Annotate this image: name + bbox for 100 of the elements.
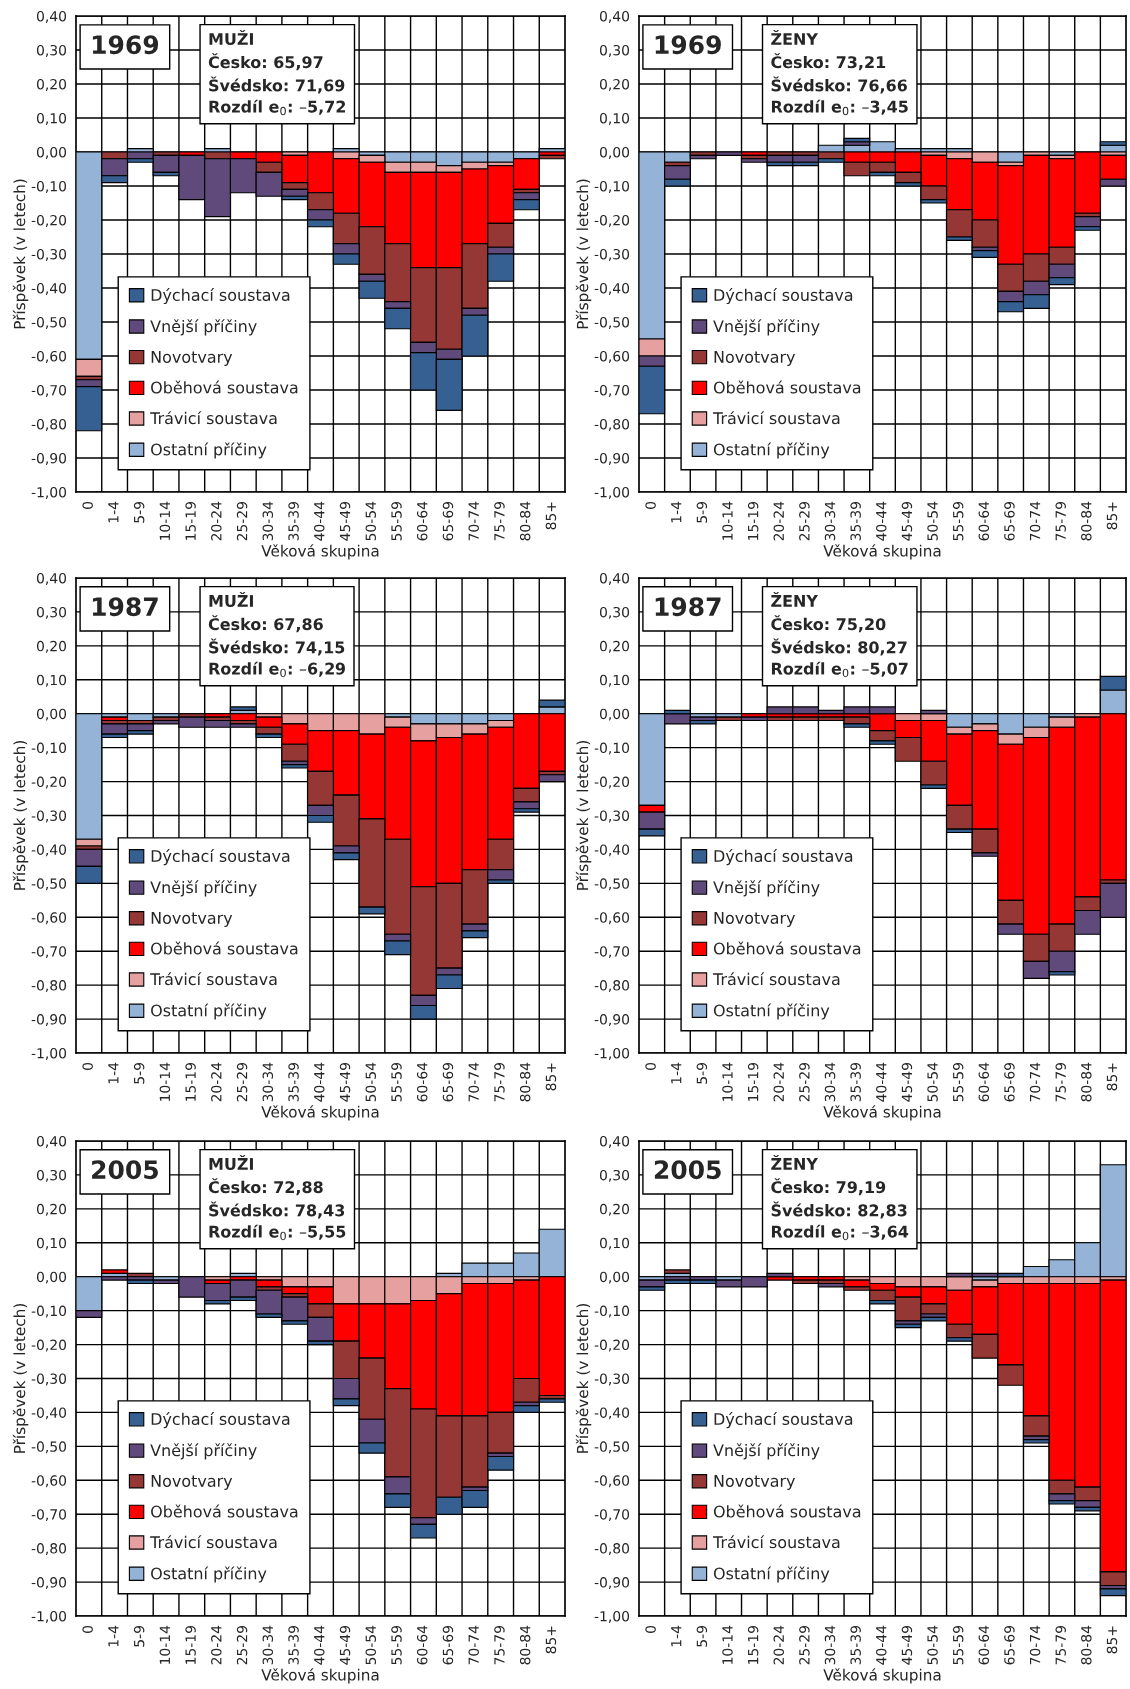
y-tick-label: -0,30	[594, 248, 630, 261]
x-tick-label: 85+	[545, 1063, 557, 1091]
x-tick-label: 60-64	[978, 1625, 990, 1665]
legend-label: Vnější příčiny	[150, 1443, 257, 1460]
x-tick-label: 25-29	[799, 502, 810, 541]
y-tick-label: 0,00	[36, 1271, 67, 1284]
annotation: Švédsko: 80,27	[771, 638, 907, 656]
x-axis-title: Věková skupina	[261, 1105, 379, 1121]
x-tick-label: 50-54	[365, 1625, 376, 1665]
x-tick-label: 5-9	[696, 502, 708, 523]
x-tick-label: 15-19	[185, 1626, 196, 1664]
y-axis-title: Příspěvek (v letech)	[575, 741, 592, 890]
annotation: Rozdíl e$_{0}$: –5,07	[771, 661, 908, 678]
legend-label: Ostatní příčiny	[151, 1003, 267, 1020]
y-tick-label: -0,60	[31, 912, 67, 925]
y-tick-label: -0,40	[594, 282, 630, 295]
x-tick-label: 1-4	[671, 1625, 682, 1647]
annotation: Švédsko: 74,15	[209, 638, 345, 656]
x-tick-label: 1-4	[108, 1062, 119, 1084]
x-tick-label: 80-84	[519, 501, 531, 541]
legend-label: Vnější příčiny	[713, 880, 820, 897]
text: 1969	[655, 35, 721, 55]
y-tick-label: 0,10	[36, 674, 67, 687]
y-tick-label: -1,00	[594, 1610, 630, 1623]
x-tick-label: 20-24	[773, 501, 784, 541]
y-tick-label: 0,20	[599, 78, 630, 91]
y-tick-label: 0,30	[36, 1169, 67, 1182]
y-tick-label: -0,90	[594, 1014, 630, 1026]
x-tick-label: 0	[82, 1625, 93, 1633]
y-tick-label: -0,10	[594, 742, 630, 755]
x-tick-label: 30-34	[262, 1625, 274, 1665]
x-tick-label: 10-14	[159, 1062, 171, 1101]
x-tick-label: 50-54	[927, 1625, 938, 1665]
legend-label: Oběhová soustava	[713, 941, 861, 955]
annotation: MUŽI	[209, 591, 253, 607]
x-tick-label: 1-4	[108, 1625, 119, 1647]
y-tick-label: -0,40	[31, 1407, 67, 1420]
x-tick-label: 45-49	[901, 1626, 913, 1665]
legend-label: Trávicí soustava	[150, 972, 277, 986]
x-tick-label: 60-64	[978, 501, 990, 541]
y-tick-label: -0,10	[31, 1305, 67, 1318]
y-tick-label: -0,80	[594, 980, 630, 993]
x-tick-label: 60-64	[416, 1625, 428, 1665]
x-tick-label: 40-44	[876, 1062, 887, 1102]
x-tick-label: 85+	[545, 1626, 557, 1654]
y-tick-label: -0,90	[594, 452, 630, 465]
y-tick-label: 0,00	[599, 708, 630, 721]
x-tick-label: 70-74	[1029, 1062, 1041, 1102]
annotation: ŽENY	[771, 1154, 819, 1170]
y-tick-label: 0,40	[36, 1135, 67, 1148]
x-tick-label: 50-54	[365, 501, 376, 541]
x-tick-label: 35-39	[850, 1063, 861, 1102]
x-axis-title: Věková skupina	[261, 1668, 379, 1684]
legend-label: Trávicí soustava	[712, 411, 840, 425]
legend-label: Trávicí soustava	[712, 1535, 840, 1549]
x-tick-label: 25-29	[236, 1063, 248, 1102]
y-tick-label: -0,40	[31, 844, 67, 857]
y-tick-label: 0,30	[599, 44, 630, 57]
y-tick-label: -1,00	[31, 486, 67, 499]
x-tick-label: 40-44	[314, 501, 325, 541]
x-tick-label: 15-19	[747, 1626, 759, 1664]
x-tick-label: 70-74	[1029, 1625, 1041, 1665]
y-tick-label: 0,10	[36, 112, 67, 125]
annotation: MUŽI	[209, 30, 253, 46]
annotation: Rozdíl e$_{0}$: –5,72	[209, 99, 346, 116]
x-tick-label: 85+	[1106, 1626, 1118, 1654]
annotation: Česko: 79,19	[771, 1178, 886, 1196]
x-tick-label: 35-39	[288, 502, 299, 541]
legend-label: Novotvary	[714, 351, 796, 367]
x-tick-label: 55-59	[391, 502, 402, 541]
x-tick-label: 55-59	[952, 1626, 964, 1665]
y-tick-label: 0,00	[36, 708, 67, 721]
x-tick-label: 45-49	[339, 502, 351, 541]
y-tick-label: 0,30	[36, 606, 67, 619]
x-axis-title: Věková skupina	[823, 1668, 941, 1684]
legend-label: Novotvary	[151, 1475, 233, 1491]
y-tick-label: 0,30	[599, 606, 630, 619]
annotation: Rozdíl e$_{0}$: –3,64	[771, 1224, 909, 1241]
y-tick-label: -0,10	[31, 180, 67, 193]
x-axis-title: Věková skupina	[823, 1105, 941, 1121]
x-tick-label: 20-24	[773, 1625, 784, 1665]
y-tick-label: -0,90	[31, 452, 67, 465]
y-tick-label: -0,90	[31, 1014, 67, 1026]
y-tick-label: -0,90	[594, 1577, 630, 1589]
annotation: Česko: 73,21	[771, 53, 886, 71]
x-tick-label: 0	[82, 1062, 93, 1070]
x-tick-label: 30-34	[824, 1625, 836, 1665]
x-tick-label: 55-59	[952, 1063, 964, 1102]
text: 2005	[654, 1160, 721, 1180]
x-tick-label: 35-39	[850, 502, 861, 541]
y-tick-label: -0,20	[594, 1339, 630, 1352]
x-tick-label: 25-29	[236, 502, 248, 541]
annotation: Rozdíl e$_{0}$: –5,55	[209, 1224, 346, 1241]
text: 1969	[92, 35, 159, 55]
x-tick-label: 40-44	[876, 1625, 887, 1665]
legend-label: Trávicí soustava	[150, 1535, 277, 1549]
y-tick-label: 0,20	[599, 1203, 630, 1216]
x-tick-label: 60-64	[416, 1062, 428, 1102]
x-tick-label: 75-79	[494, 502, 505, 541]
y-tick-label: -0,70	[31, 1509, 67, 1522]
